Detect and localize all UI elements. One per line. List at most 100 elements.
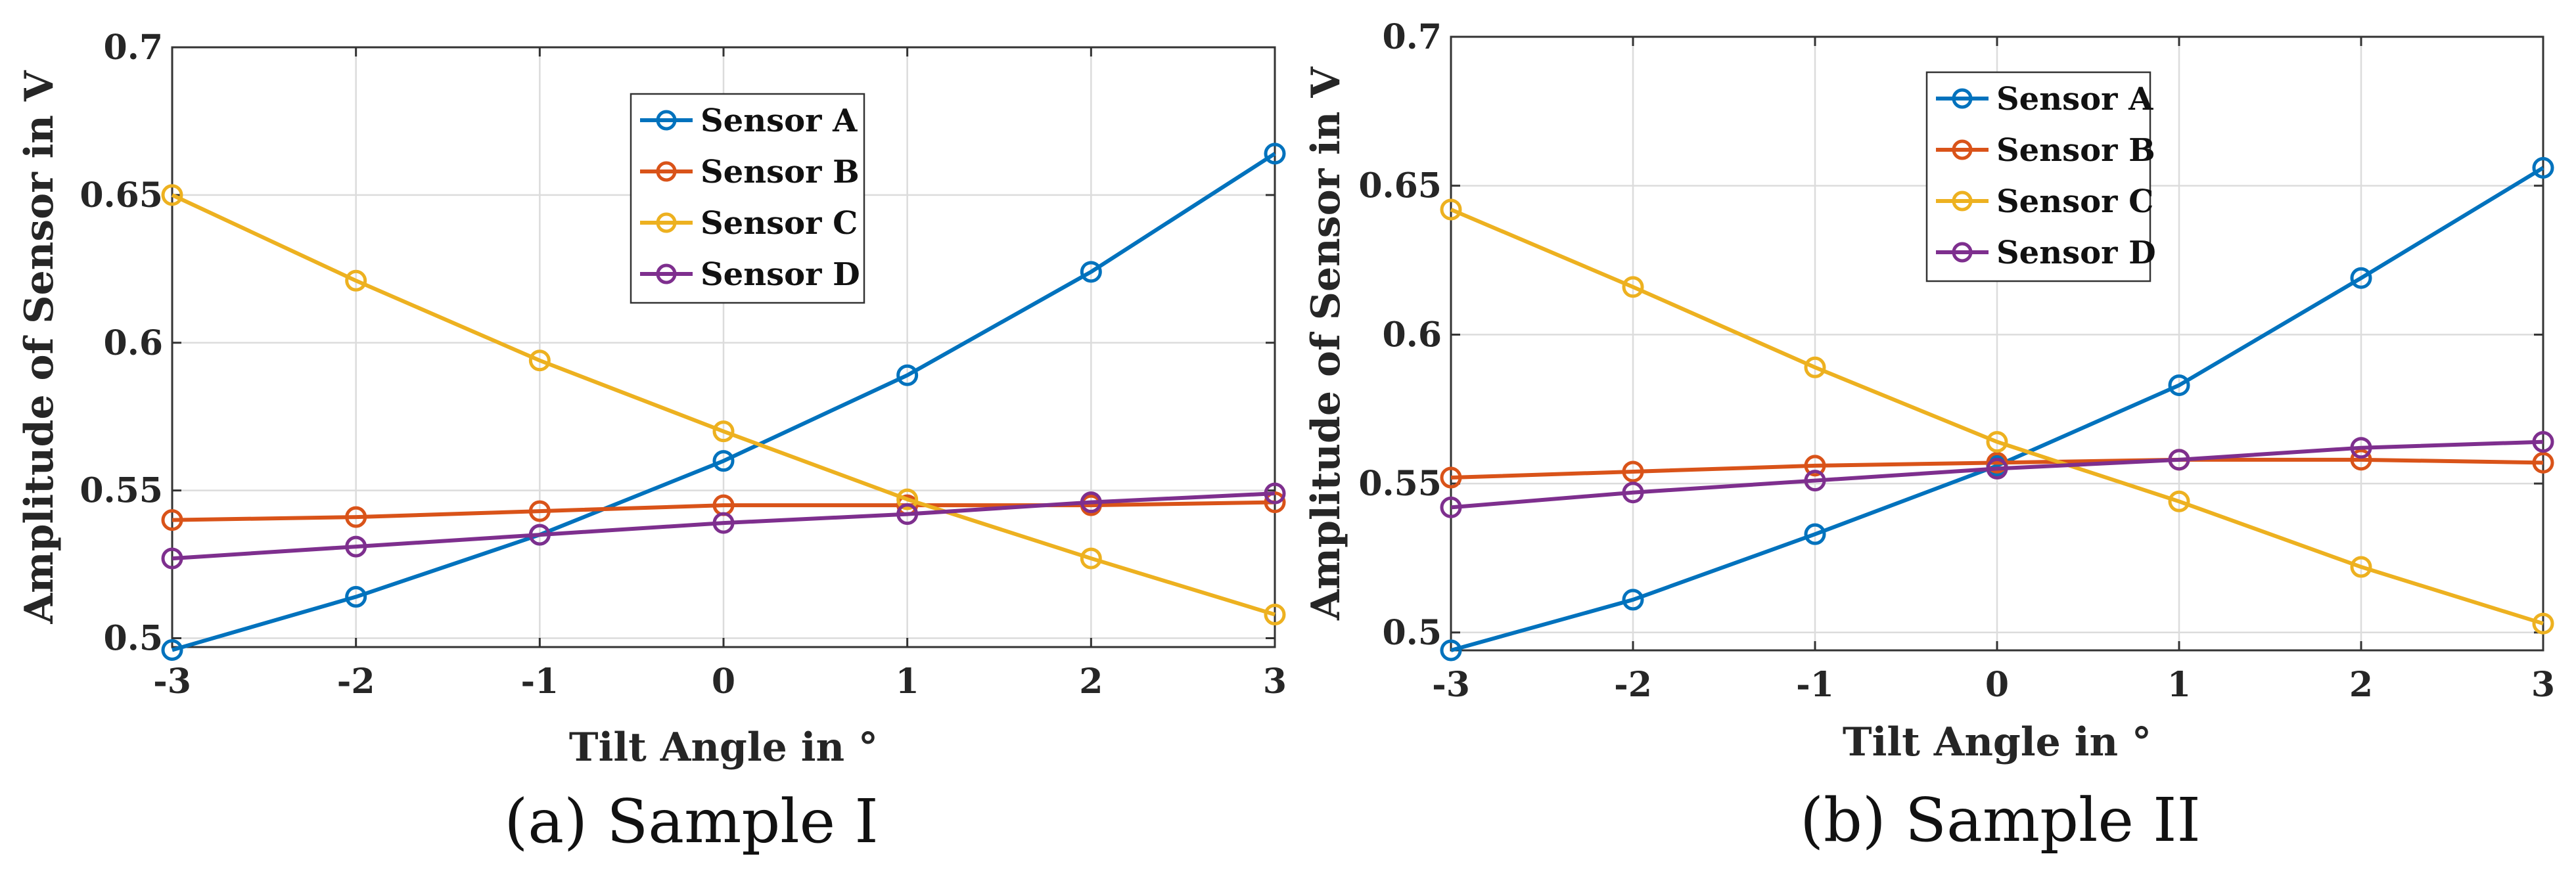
chart-panel-b: -3 -2 -1 0 1 2 3 0.5 0.55 0.6 0.65 0.7 Tilt Angle in…	[1303, 17, 2555, 855]
series-line	[172, 491, 1276, 561]
series-line	[1450, 439, 2544, 510]
x-tick-label: 3	[1263, 662, 1287, 702]
figure-caption: (b) Sample II	[1800, 785, 2201, 855]
chart-panel-a: -3 -2 -1 0 1 2 3 0.5 0.55 0.6 0.65 0.7 Tilt Angle in…	[16, 28, 1287, 857]
data-point	[345, 269, 367, 292]
data-point	[1622, 460, 1644, 483]
series-line	[172, 152, 1276, 652]
series-line	[1450, 208, 2544, 626]
data-point	[896, 364, 919, 386]
data-point	[1080, 261, 1102, 283]
ticks: -3 -2 -1 0 1 2 3 0.5 0.55 0.6 0.65 0.7	[80, 28, 1287, 702]
data-point	[345, 506, 367, 528]
data-point	[1986, 457, 2008, 480]
x-tick-label: -2	[337, 662, 375, 702]
x-tick-label: 2	[2349, 665, 2373, 705]
y-tick-label: 0.7	[1383, 17, 1442, 57]
legend-item: Sensor C	[640, 205, 858, 242]
ticks: -3 -2 -1 0 1 2 3 0.5 0.55 0.6 0.65 0.7	[1358, 17, 2555, 705]
y-axis-label: Amplitude of Sensor in V	[1303, 66, 1349, 621]
legend-item: Sensor D	[640, 256, 860, 293]
x-tick-label: 0	[1985, 665, 2009, 705]
x-axis-label: Tilt Angle in °	[1843, 719, 2151, 765]
legend-label: Sensor C	[701, 205, 858, 242]
x-tick-label: -1	[1796, 665, 1834, 705]
y-tick-label: 0.65	[80, 175, 163, 215]
data-point	[1264, 482, 1286, 505]
data-point	[896, 488, 919, 510]
data-point	[345, 535, 367, 558]
legend-label: Sensor B	[1996, 132, 2155, 169]
legend-label: Sensor A	[1996, 81, 2153, 118]
data-point	[345, 586, 367, 608]
series-sensor-a	[161, 143, 1286, 661]
y-tick-label: 0.6	[104, 323, 163, 363]
legend-item: Sensor D	[1936, 235, 2156, 271]
x-tick-label: -3	[153, 662, 191, 702]
series-sensor-c	[1440, 198, 2554, 635]
data-point	[1440, 198, 1462, 221]
data-point	[528, 349, 551, 372]
data-point	[1622, 276, 1644, 298]
data-point	[161, 547, 183, 570]
data-point	[2168, 449, 2190, 471]
legend: Sensor A Sensor B Sensor C Sensor D	[1925, 71, 2156, 282]
x-tick-label: -2	[1614, 665, 1652, 705]
data-point	[2168, 374, 2190, 396]
figure-caption: (a) Sample I	[504, 786, 878, 857]
data-point	[1986, 431, 2008, 453]
legend-label: Sensor B	[701, 154, 860, 191]
y-tick-label: 0.5	[1383, 613, 1442, 653]
data-point	[896, 503, 919, 526]
y-tick-label: 0.65	[1358, 166, 1442, 206]
x-tick-label: -1	[520, 662, 559, 702]
legend-item: Sensor A	[640, 102, 858, 139]
data-point	[2532, 612, 2554, 635]
data-point	[1080, 547, 1102, 570]
data-point	[2532, 156, 2554, 179]
legend-item: Sensor B	[640, 154, 860, 191]
data-point	[1622, 589, 1644, 611]
data-point	[1440, 639, 1462, 662]
x-tick-label: 0	[712, 662, 735, 702]
data-point	[1264, 604, 1286, 626]
y-tick-label: 0.55	[80, 471, 163, 511]
data-point	[1264, 491, 1286, 514]
x-axis-label: Tilt Angle in °	[569, 725, 878, 771]
data-point	[2350, 556, 2372, 578]
data-point	[1804, 470, 1826, 492]
data-point	[528, 500, 551, 522]
x-tick-label: -3	[1432, 665, 1470, 705]
data-point	[2350, 267, 2372, 289]
x-tick-label: 3	[2531, 665, 2555, 705]
legend-marker	[1952, 88, 1973, 109]
series-sensor-d	[1440, 431, 2554, 518]
data-point	[2532, 431, 2554, 453]
data-point	[1986, 451, 2008, 474]
x-tick-label: 1	[896, 662, 919, 702]
series-line	[171, 193, 1276, 617]
legend-label: Sensor D	[701, 256, 860, 293]
legend-label: Sensor A	[701, 102, 858, 139]
legend-marker	[656, 263, 677, 284]
legend-marker	[656, 161, 677, 182]
legend-marker	[1952, 139, 1973, 160]
legend: Sensor A Sensor B Sensor C Sensor D	[630, 93, 865, 304]
data-point	[2168, 490, 2190, 512]
data-point	[1080, 491, 1102, 514]
series-sensor-d	[161, 482, 1286, 570]
legend-marker	[1952, 242, 1973, 263]
y-tick-label: 0.5	[104, 619, 163, 659]
legend-marker	[656, 110, 677, 131]
y-tick-label: 0.7	[104, 28, 163, 68]
series-line	[172, 500, 1276, 522]
data-point	[2350, 437, 2372, 459]
x-tick-label: 1	[2167, 665, 2191, 705]
data-point	[161, 639, 183, 661]
legend-label: Sensor C	[1996, 183, 2153, 220]
data-point	[712, 512, 735, 534]
series-line	[1450, 457, 2544, 480]
data-point	[2350, 449, 2372, 471]
data-point	[1440, 466, 1462, 489]
